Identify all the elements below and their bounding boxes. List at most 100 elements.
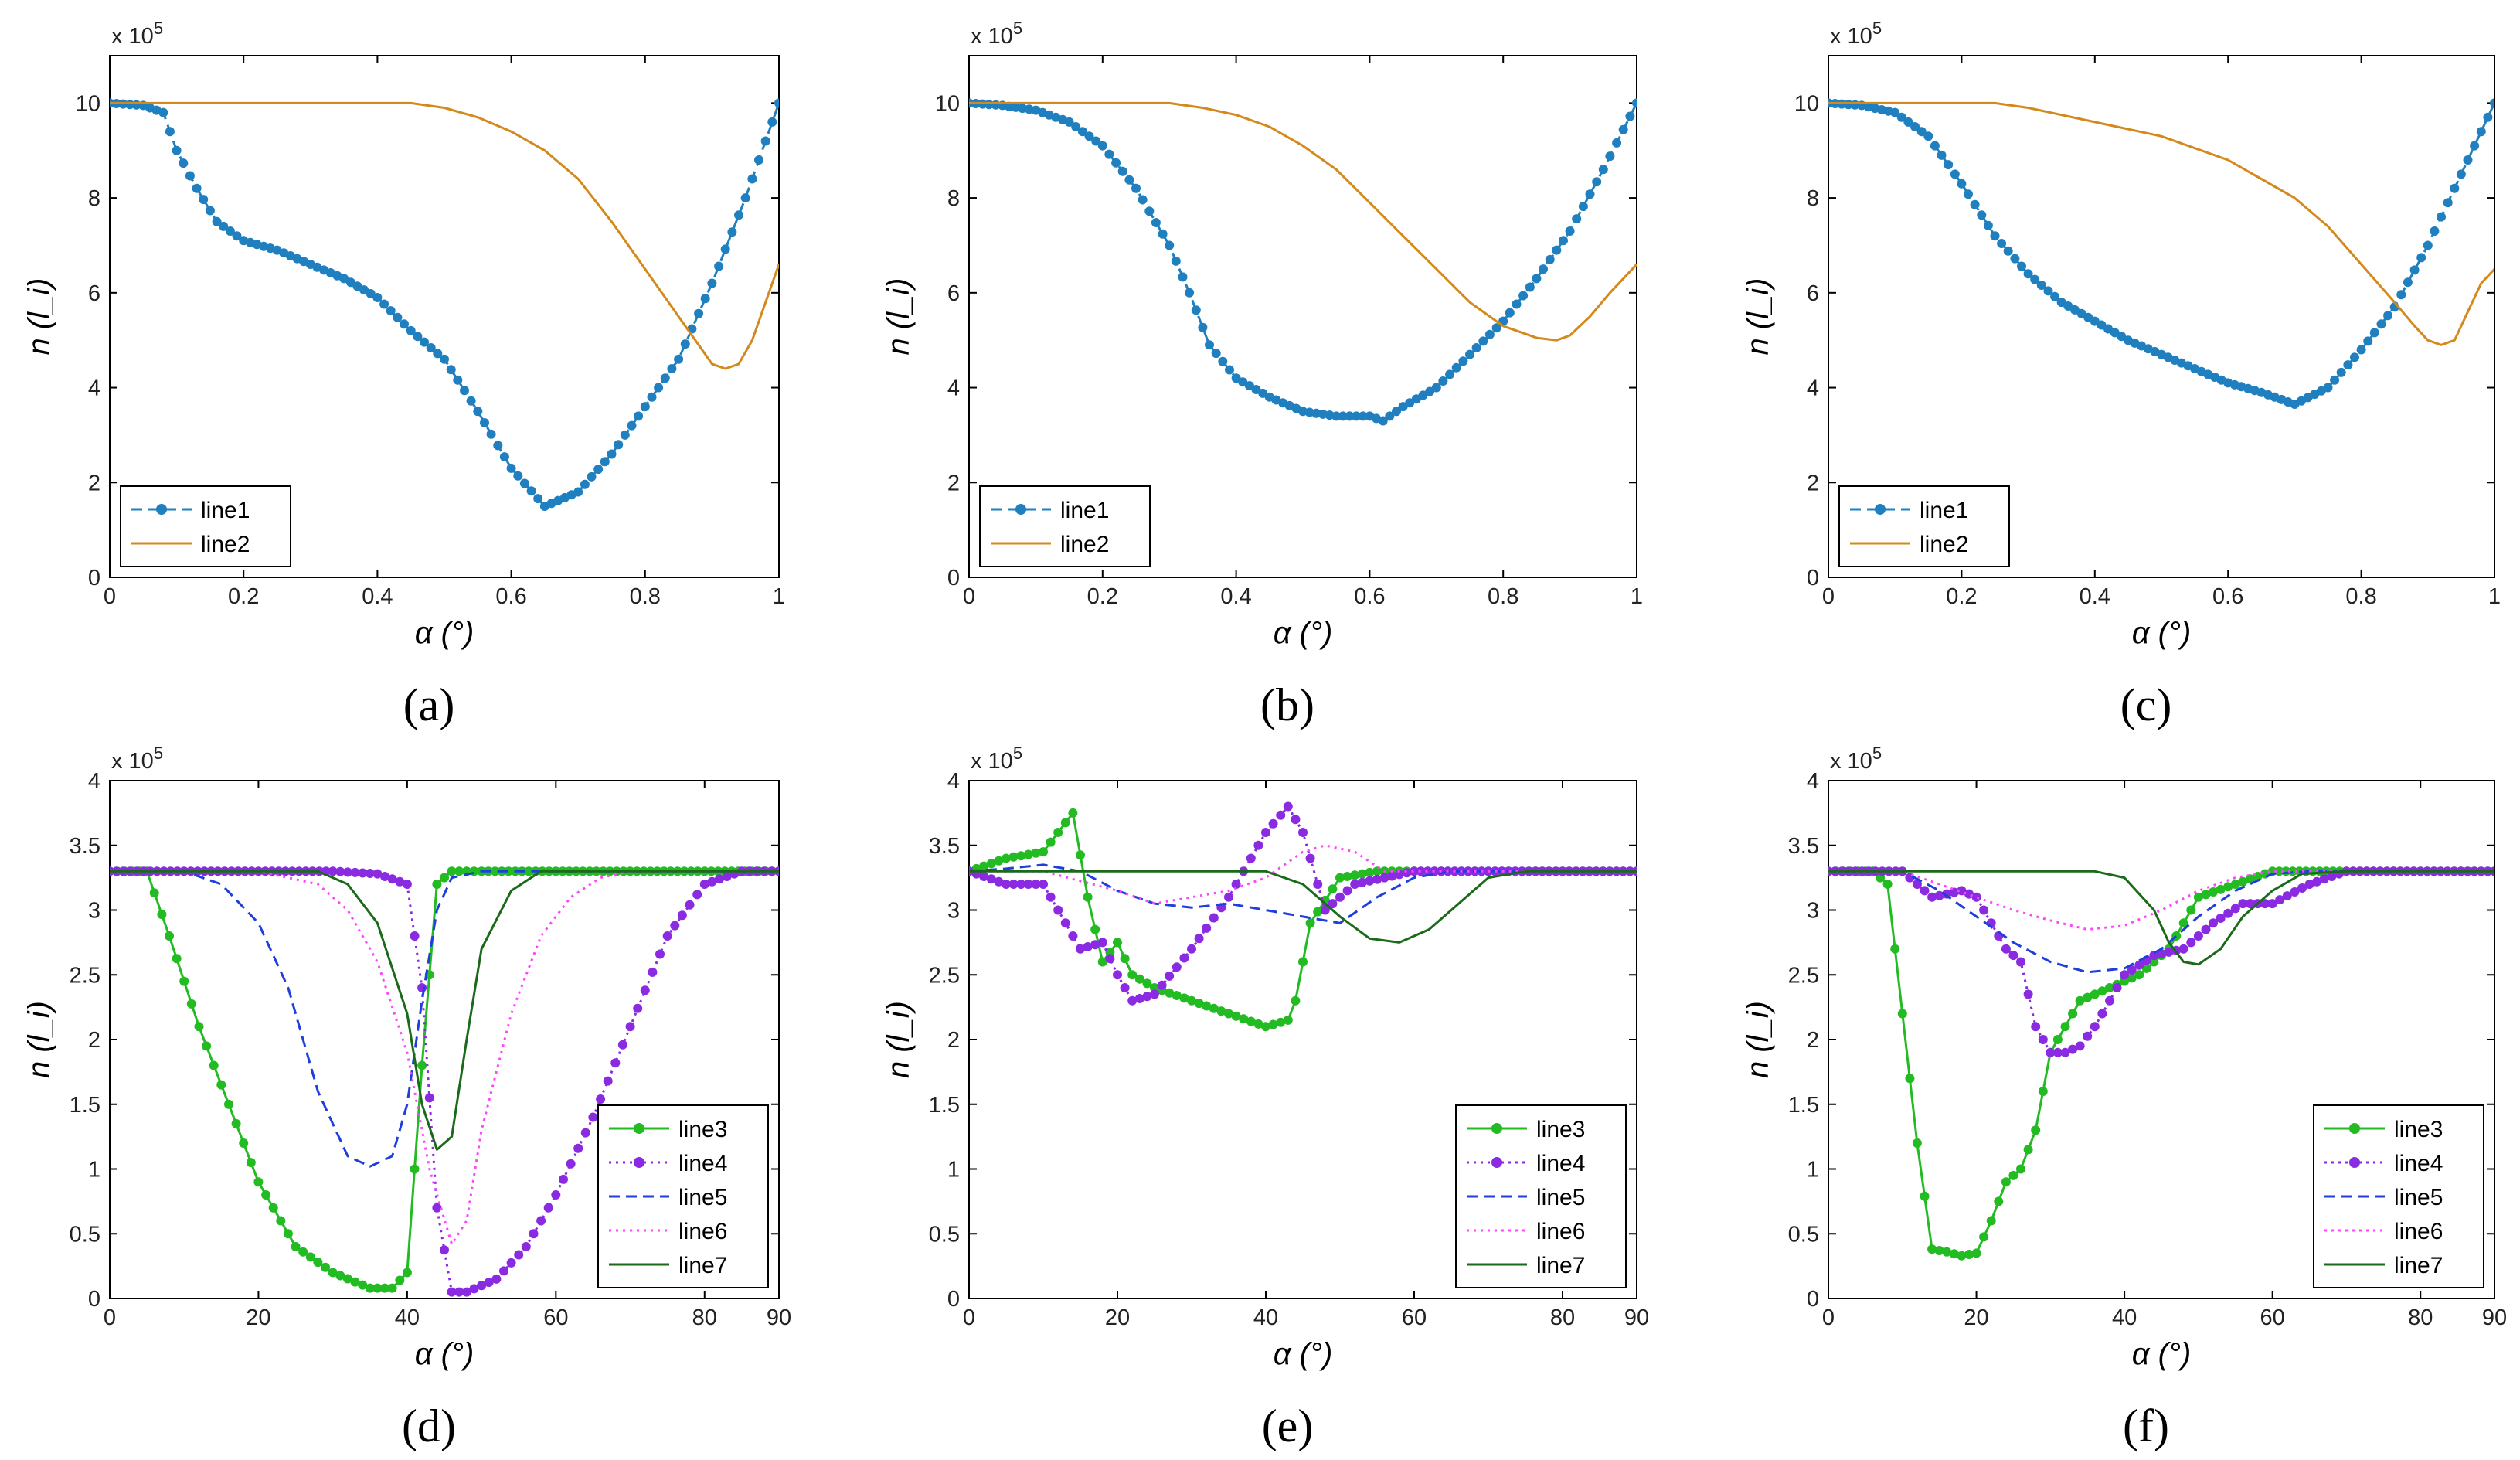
series-line1-point — [627, 420, 637, 431]
series-line1-point — [634, 411, 644, 421]
series-line1-point — [1950, 169, 1960, 179]
series-line1-point — [1478, 336, 1488, 346]
series-line4-point — [670, 921, 680, 931]
legend-marker-line4 — [634, 1157, 644, 1168]
series-line4-point — [551, 1190, 561, 1200]
legend-label-line2: line2 — [1060, 532, 1109, 557]
series-line1-point — [573, 487, 583, 497]
multiplier-base: x 10 — [1830, 749, 1872, 774]
series-line1-point — [1251, 385, 1261, 394]
x-tick-label: 0 — [1822, 1305, 1835, 1330]
series-line4-point — [440, 1245, 449, 1255]
x-tick-label: 90 — [767, 1305, 791, 1330]
series-line1-point — [1903, 117, 1913, 127]
series-line1-line — [969, 101, 1637, 422]
series-line4-point — [1046, 892, 1056, 902]
series-line1-point — [1131, 183, 1141, 193]
x-axis-label: α (°) — [2132, 1337, 2192, 1371]
series-line1-point — [473, 407, 483, 417]
series-line1-point — [2450, 183, 2460, 193]
series-line4-point — [1283, 801, 1293, 812]
series-line1-point — [379, 299, 389, 309]
series-line1-point — [393, 312, 403, 322]
series-line4-point — [640, 985, 650, 995]
series-line4-point — [979, 872, 989, 881]
series-line1-point — [185, 171, 195, 181]
series-line1-point — [480, 418, 489, 427]
series-line4-point — [1097, 938, 1107, 948]
plot-frame — [968, 55, 1637, 578]
panel-e: 0 20 40 60 80 90 0 0.5 1 1.5 2 2.5 3 3.5 4 x 105 α (°) n … — [882, 744, 1649, 1451]
series-line4-point — [447, 1287, 457, 1297]
multiplier-base: x 10 — [1830, 24, 1872, 49]
series-line2-line — [110, 101, 779, 370]
series-line4-point — [1179, 953, 1189, 963]
series-line1-point — [366, 289, 376, 298]
legend-label-line3: line3 — [2394, 1117, 2443, 1142]
series-line4-point — [410, 931, 420, 941]
series-line4-point — [1105, 954, 1115, 964]
series-line3-point — [1979, 1232, 1989, 1242]
series-line3-point — [209, 1060, 219, 1070]
series-line3-point — [2230, 880, 2240, 889]
series-line4-point — [402, 880, 412, 889]
series-line3-point — [2274, 866, 2284, 876]
series-line3-point — [2238, 876, 2248, 887]
series-line1-point — [1525, 282, 1535, 292]
series-line1-point — [352, 281, 362, 291]
series-line1-point — [1211, 349, 1221, 359]
series-line4-point — [617, 1040, 627, 1050]
series-line3-point — [1335, 873, 1345, 883]
series-line4-point — [2046, 1047, 2056, 1057]
series-line4-point — [2327, 872, 2337, 881]
series-line1-point — [1345, 411, 1355, 421]
legend: line3 line4 line5 line6 line7 — [1455, 1104, 1627, 1288]
series-line1-point — [2409, 265, 2420, 275]
series-line4-point — [2223, 908, 2233, 918]
series-line4-point — [1127, 995, 1138, 1006]
series-line1-point — [2017, 261, 2026, 271]
series-line3-point — [1246, 1016, 1256, 1026]
y-tick-label: 1.5 — [70, 1093, 100, 1118]
series-line1-point — [2383, 311, 2393, 321]
series-line3-point — [979, 861, 989, 871]
series-line3-point — [1194, 999, 1204, 1009]
series-line1-point — [225, 226, 235, 236]
series-line1-point — [680, 339, 690, 349]
series-line3-point — [179, 976, 189, 986]
series-line1-point — [1458, 356, 1468, 366]
multiplier-base: x 10 — [971, 749, 1013, 774]
series-line3-point — [1942, 1247, 1952, 1257]
series-line3-point — [2031, 1125, 2041, 1135]
series-line1-point — [734, 210, 743, 220]
series-line4-point — [2267, 899, 2277, 909]
series-line4-point — [1328, 899, 1338, 909]
series-line3-point — [1008, 852, 1019, 862]
series-line1-point — [1923, 131, 1933, 141]
series-line4-point — [2134, 960, 2144, 970]
series-line4-point — [2201, 924, 2211, 934]
series-line3-point — [328, 1268, 338, 1278]
series-line1-point — [1983, 220, 1993, 230]
series-line4-point — [633, 1003, 643, 1013]
series-line1-point — [2369, 328, 2379, 338]
series-line1-point — [2330, 375, 2340, 385]
series-line1-point — [593, 465, 604, 475]
series-line1-point — [1532, 274, 1542, 284]
series-line4-point — [1912, 880, 1922, 889]
series-line3-point — [1002, 853, 1011, 863]
series-line1-point — [1559, 236, 1568, 246]
series-line1-point — [2423, 240, 2433, 250]
series-line4-point — [699, 880, 709, 889]
series-line3-point — [1994, 1196, 2004, 1206]
series-line4-point — [1060, 918, 1070, 928]
series-line3-point — [1261, 1022, 1270, 1032]
series-line3-point — [1291, 995, 1301, 1006]
series-line3-point — [440, 873, 449, 883]
series-line4-point — [1379, 873, 1389, 883]
series-line4-point — [580, 1128, 590, 1138]
series-line3-point — [1179, 993, 1189, 1003]
y-tick-label: 3.5 — [70, 834, 100, 859]
series-line3-point — [1882, 880, 1893, 889]
